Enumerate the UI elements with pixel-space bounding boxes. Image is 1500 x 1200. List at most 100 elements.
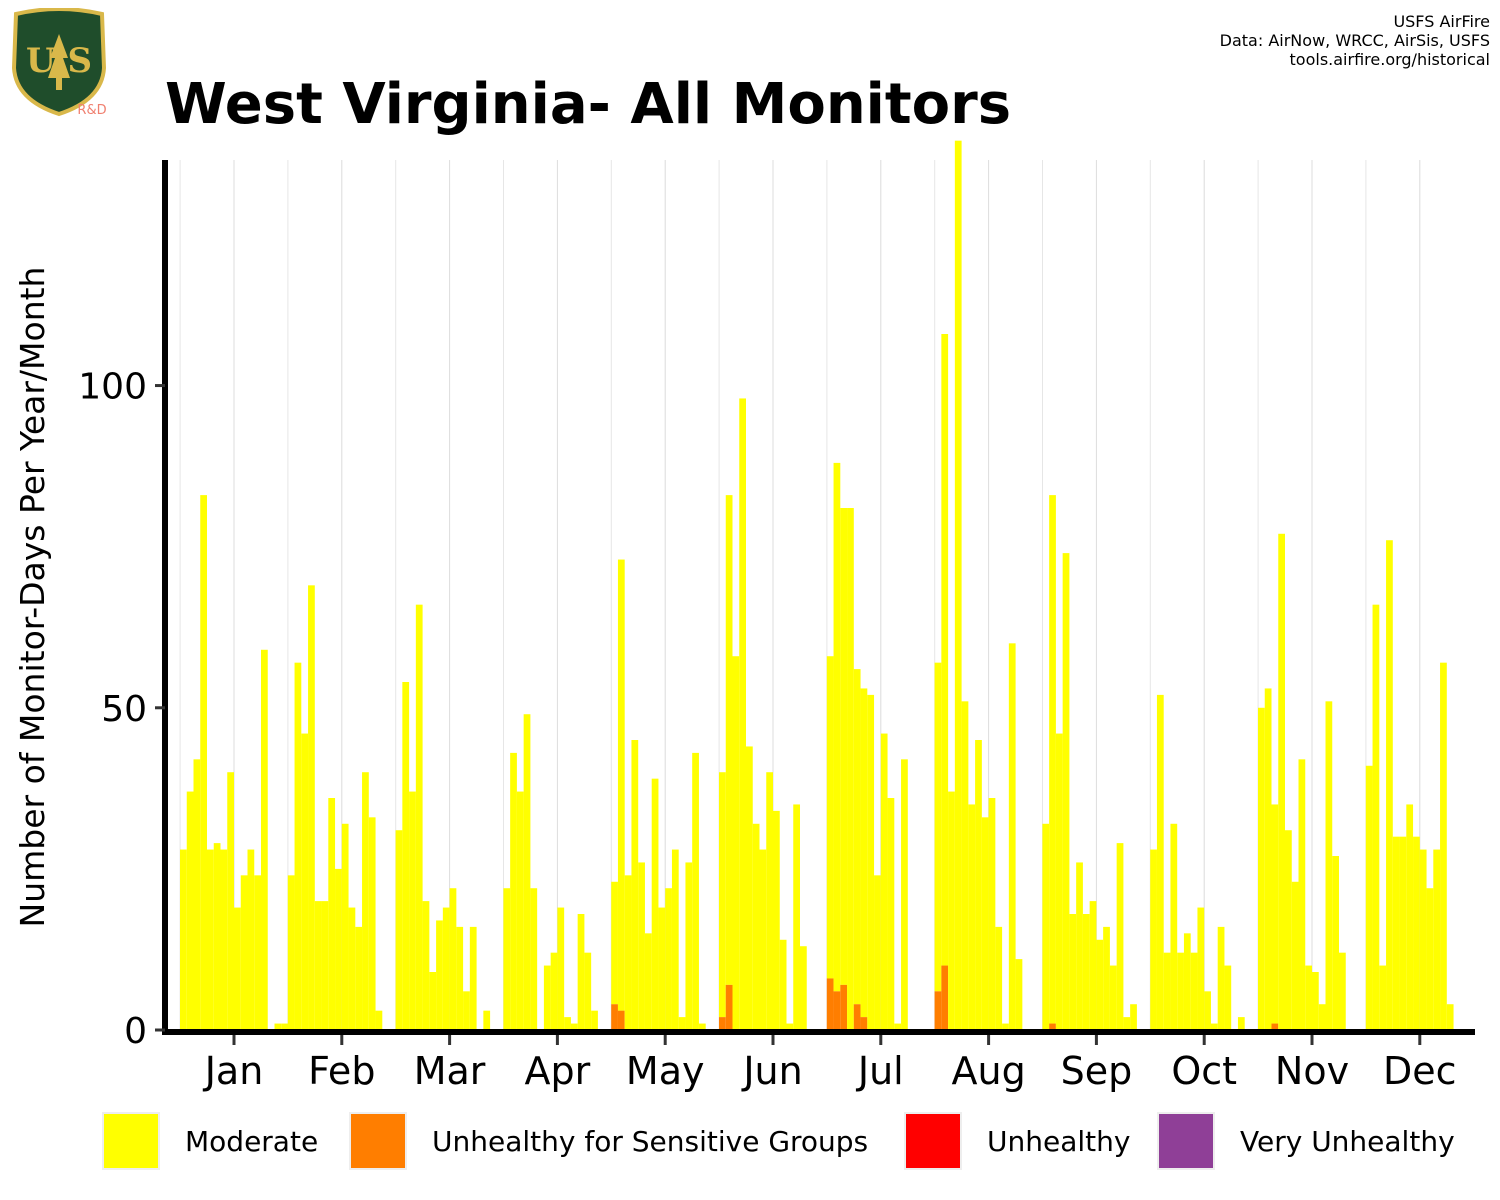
bar-moderate xyxy=(1392,836,1400,1030)
bar-moderate xyxy=(1062,553,1070,1030)
x-tick-label: Sep xyxy=(1061,1049,1133,1093)
tree-icon xyxy=(48,34,70,90)
bar-moderate xyxy=(429,972,437,1030)
bar-moderate xyxy=(213,843,221,1030)
bar-usg xyxy=(833,991,841,1030)
bar-moderate xyxy=(1271,804,1279,1024)
bar-moderate xyxy=(800,946,807,1030)
bar-moderate xyxy=(988,798,996,1030)
bar-moderate xyxy=(1413,836,1420,1030)
bar-moderate xyxy=(321,901,329,1030)
bar-moderate xyxy=(1237,1017,1245,1030)
bar-moderate xyxy=(651,778,659,1030)
y-tick-label: 100 xyxy=(78,367,147,408)
bar-moderate xyxy=(759,849,767,1030)
x-tick-label: Nov xyxy=(1275,1049,1349,1093)
bar-moderate xyxy=(1285,830,1292,1030)
bar-moderate xyxy=(240,875,248,1030)
bar-moderate xyxy=(1433,849,1441,1030)
bar-moderate xyxy=(1217,926,1225,1030)
bar-moderate xyxy=(355,926,363,1030)
bar-moderate xyxy=(442,907,450,1030)
bar-moderate xyxy=(867,694,875,1030)
bar-moderate xyxy=(1123,1017,1131,1030)
bar-moderate xyxy=(941,334,949,966)
bar-moderate xyxy=(1163,952,1171,1030)
bar-moderate xyxy=(746,746,753,1030)
bar-chart: 0 50 100 Jan Feb Mar Apr May Jun Jul Aug Sep Oct Nov D… xyxy=(13,140,1475,1093)
legend-label: Unhealthy for Sensitive Groups xyxy=(432,1125,868,1158)
bar-moderate xyxy=(328,798,336,1030)
bar-moderate xyxy=(1365,765,1373,1030)
bar-moderate xyxy=(1278,533,1285,1030)
legend-swatch xyxy=(904,1112,962,1170)
bar-moderate xyxy=(1372,604,1380,1030)
bar-moderate xyxy=(1190,952,1198,1030)
bar-moderate xyxy=(287,875,295,1030)
bar-moderate xyxy=(254,875,261,1030)
bar-moderate xyxy=(1318,1004,1326,1030)
bar-moderate xyxy=(335,868,342,1030)
y-tick-label: 0 xyxy=(124,1011,147,1052)
bar-moderate xyxy=(665,888,672,1030)
x-tick-label: May xyxy=(626,1049,705,1093)
x-tick-label: Jan xyxy=(203,1049,264,1093)
bar-moderate xyxy=(1332,856,1339,1030)
bar-moderate xyxy=(227,772,234,1030)
bar-moderate xyxy=(1386,540,1393,1030)
bar-moderate xyxy=(719,772,726,1018)
bar-moderate xyxy=(1379,965,1387,1030)
bar-moderate xyxy=(617,559,625,1011)
legend-label: Very Unhealthy xyxy=(1240,1125,1455,1158)
bar-moderate xyxy=(1002,1023,1009,1030)
x-tick-label: Mar xyxy=(414,1049,486,1093)
x-tick-label: Jun xyxy=(741,1049,802,1093)
bar-moderate xyxy=(1096,939,1104,1030)
x-tick-label: Aug xyxy=(951,1049,1025,1093)
bar-moderate xyxy=(968,804,976,1030)
bar-moderate xyxy=(1049,495,1056,1024)
bar-moderate xyxy=(732,656,740,1030)
bar-moderate xyxy=(314,901,322,1030)
legend-swatch xyxy=(349,1112,407,1170)
bar-usg xyxy=(1271,1023,1279,1030)
bar-usg xyxy=(725,984,733,1030)
bar-moderate xyxy=(1291,881,1299,1030)
bar-moderate xyxy=(274,1023,282,1030)
bar-moderate xyxy=(1446,1004,1454,1030)
bar-moderate xyxy=(1339,952,1346,1030)
bar-usg xyxy=(826,978,834,1030)
legend-label: Moderate xyxy=(185,1125,318,1158)
bar-moderate xyxy=(483,1010,491,1030)
bar-moderate xyxy=(415,604,423,1030)
bar-moderate xyxy=(186,791,194,1030)
bar-moderate xyxy=(833,462,841,992)
bar-moderate xyxy=(638,862,645,1030)
bar-moderate xyxy=(341,823,349,1030)
bar-moderate xyxy=(180,849,187,1030)
bar-moderate xyxy=(692,752,699,1030)
bar-moderate xyxy=(685,862,693,1030)
bar-moderate xyxy=(671,849,679,1030)
bar-moderate xyxy=(961,701,969,1030)
bar-moderate xyxy=(220,849,228,1030)
bar-moderate xyxy=(1076,862,1083,1030)
bar-moderate xyxy=(261,649,268,1030)
bar-moderate xyxy=(1204,991,1211,1030)
bar-moderate xyxy=(1426,888,1434,1030)
bar-moderate xyxy=(678,1017,686,1030)
bar-moderate xyxy=(1170,823,1178,1030)
bar-usg xyxy=(1049,1023,1056,1030)
legend: Moderate Unhealthy for Sensitive Groups Un… xyxy=(102,1112,1455,1170)
axes: 0 50 100 Jan Feb Mar Apr May Jun Jul Aug Sep Oct Nov D… xyxy=(78,160,1475,1093)
bar-moderate xyxy=(362,772,369,1030)
bar-moderate xyxy=(1082,914,1090,1030)
bar-moderate xyxy=(860,688,868,1018)
x-tick-label: Dec xyxy=(1383,1049,1457,1093)
bar-moderate xyxy=(793,804,800,1030)
bar-moderate xyxy=(826,656,834,979)
bar-moderate xyxy=(422,901,430,1030)
bar-moderate xyxy=(773,810,780,1030)
bars xyxy=(180,140,1454,1031)
bar-moderate xyxy=(402,682,410,1030)
